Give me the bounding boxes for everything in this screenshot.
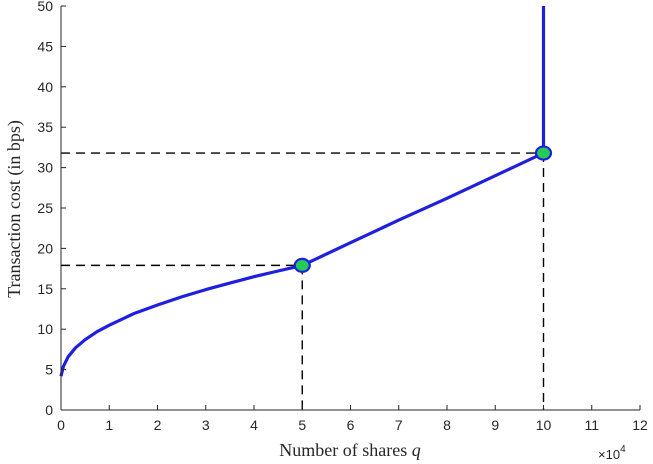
x-tick-label: 5 — [298, 417, 306, 433]
x-multiplier-label: ×104 — [598, 444, 626, 462]
x-tick-label: 11 — [584, 417, 599, 433]
series-line — [59, 6, 546, 377]
x-tick-label: 12 — [632, 417, 648, 433]
x-tick-label: 1 — [105, 417, 113, 433]
data-point-marker — [293, 257, 311, 273]
y-tick-label: 25 — [37, 200, 53, 216]
x-axis-title-var: q — [412, 440, 421, 460]
x-multiplier-exp: 4 — [620, 444, 626, 455]
y-tick-label: 50 — [37, 0, 53, 14]
x-ticks: 0 1 2 3 4 5 6 7 8 9 10 11 12 — [57, 405, 648, 433]
plot-area — [59, 6, 553, 410]
y-tick-label: 30 — [37, 160, 53, 176]
x-axis-title-text: Number of shares — [279, 440, 407, 460]
x-axis-title: Number of shares q — [279, 440, 420, 460]
x-tick-label: 9 — [491, 417, 499, 433]
y-tick-label: 20 — [37, 240, 53, 256]
x-tick-label: 6 — [347, 417, 355, 433]
data-point-marker — [534, 145, 553, 161]
x-tick-label: 0 — [57, 417, 65, 433]
y-tick-label: 35 — [37, 119, 53, 135]
y-tick-label: 40 — [37, 79, 53, 95]
x-tick-label: 2 — [154, 417, 162, 433]
y-tick-label: 10 — [37, 321, 53, 337]
y-tick-label: 0 — [45, 402, 53, 418]
x-tick-label: 4 — [250, 417, 258, 433]
y-axis-title: Transaction cost (in bps) — [4, 120, 25, 298]
x-tick-label: 8 — [443, 417, 451, 433]
y-ticks: 0 5 10 15 20 25 30 35 40 45 50 — [37, 0, 66, 418]
x-tick-label: 10 — [536, 417, 552, 433]
y-tick-label: 5 — [45, 362, 53, 378]
y-tick-label: 45 — [37, 38, 53, 54]
x-tick-label: 7 — [395, 417, 403, 433]
x-tick-label: 3 — [202, 417, 210, 433]
x-multiplier-base: ×10 — [598, 447, 620, 462]
y-tick-label: 15 — [37, 281, 53, 297]
markers — [293, 145, 553, 273]
guide-lines — [61, 152, 545, 410]
